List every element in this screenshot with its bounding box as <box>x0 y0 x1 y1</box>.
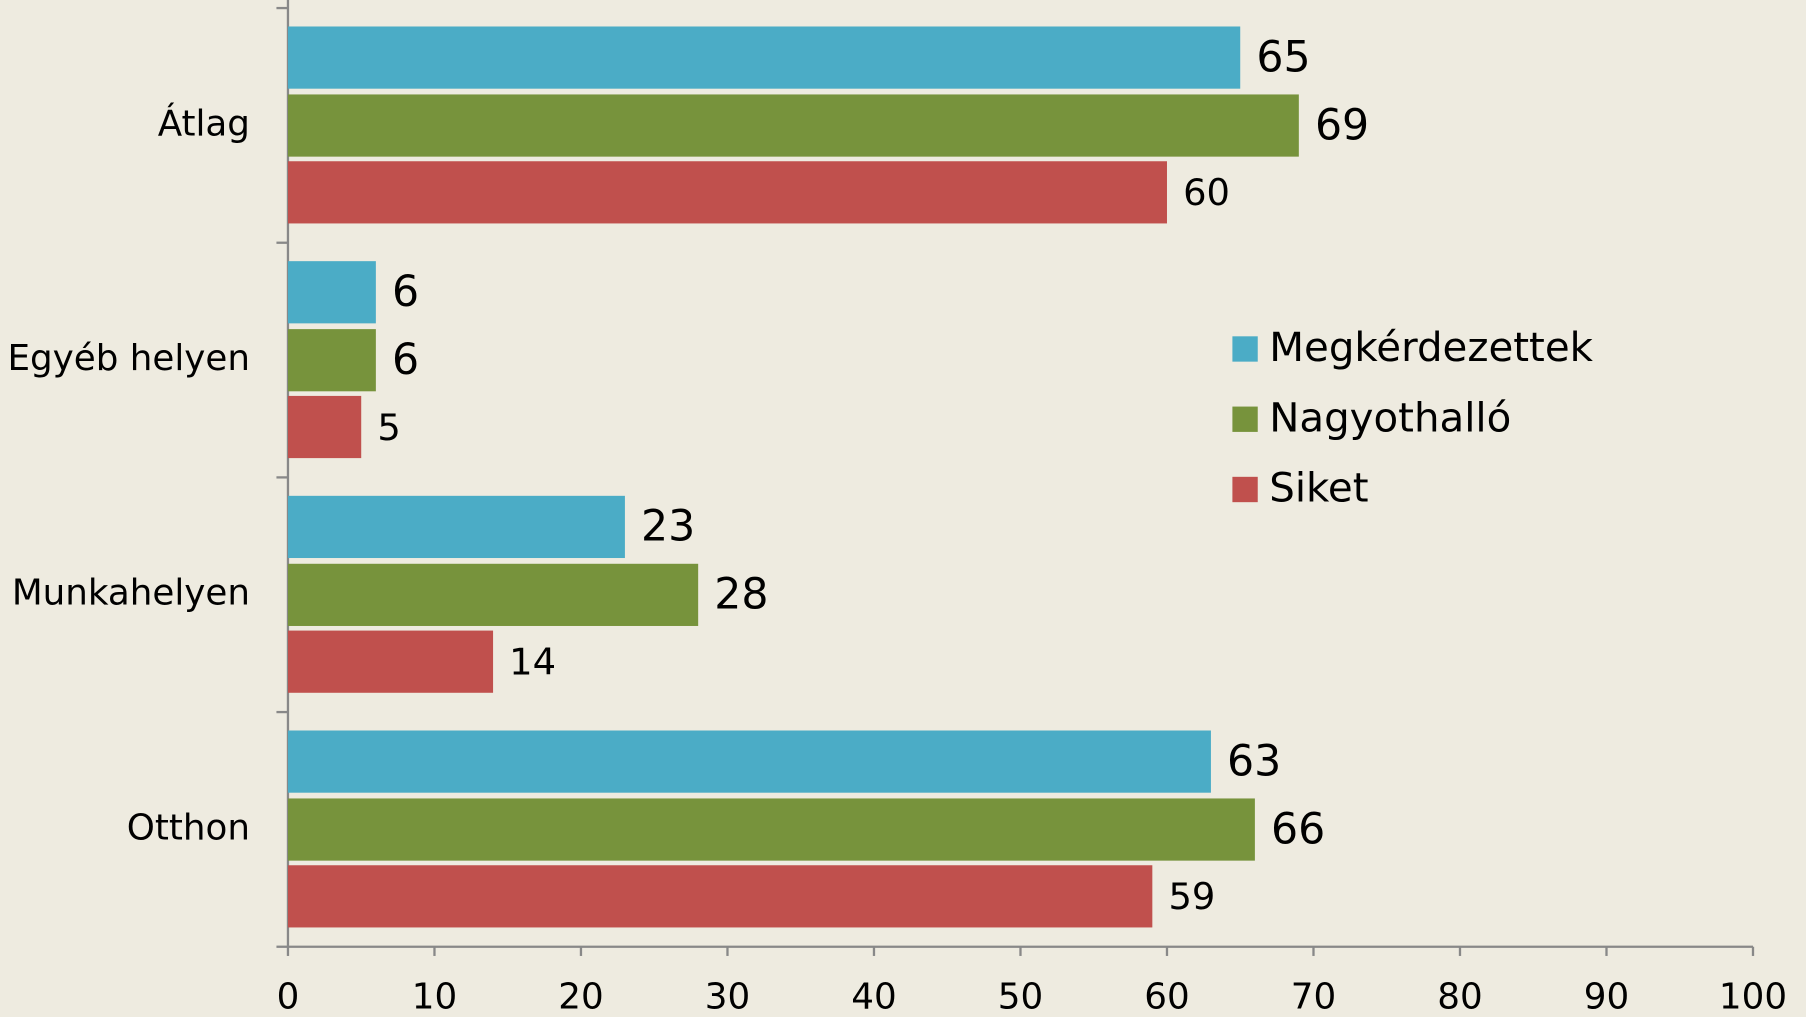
data-label: 60 <box>1183 171 1230 214</box>
legend-label: Siket <box>1269 465 1368 512</box>
bar <box>287 630 494 693</box>
bar <box>287 563 699 626</box>
x-tick-label: 10 <box>412 977 457 1017</box>
x-tick-label: 60 <box>1144 977 1189 1017</box>
bar <box>287 94 1299 157</box>
bar <box>287 329 376 392</box>
bar <box>287 261 376 324</box>
category-label: Egyéb helyen <box>7 338 249 379</box>
category-label: Átlag <box>158 102 250 144</box>
x-tick-label: 50 <box>998 977 1043 1017</box>
x-tick-label: 70 <box>1291 977 1336 1017</box>
data-label: 6 <box>392 335 419 385</box>
bar <box>287 26 1241 89</box>
x-tick-label: 80 <box>1437 977 1482 1017</box>
bar <box>287 161 1167 224</box>
data-label: 23 <box>641 502 695 552</box>
bar <box>287 730 1211 793</box>
bar <box>287 798 1255 861</box>
legend-swatch <box>1232 476 1258 503</box>
data-label: 66 <box>1271 804 1325 854</box>
bar <box>287 865 1153 928</box>
x-tick-label: 30 <box>705 977 750 1017</box>
data-label: 69 <box>1315 100 1369 150</box>
category-label: Otthon <box>127 807 250 848</box>
data-label: 5 <box>377 406 400 449</box>
data-label: 65 <box>1256 32 1310 82</box>
data-label: 6 <box>392 267 419 317</box>
x-tick-label: 40 <box>851 977 896 1017</box>
data-label: 59 <box>1168 875 1215 918</box>
legend-swatch <box>1232 336 1258 362</box>
legend-label: Nagyothalló <box>1269 394 1511 441</box>
data-label: 28 <box>714 570 768 620</box>
legend-swatch <box>1232 406 1258 432</box>
data-label: 63 <box>1227 736 1281 786</box>
category-label: Munkahelyen <box>12 573 250 614</box>
data-label: 14 <box>509 640 556 683</box>
x-tick-label: 20 <box>558 977 603 1017</box>
bar <box>287 395 362 459</box>
bar <box>287 495 625 559</box>
legend-label: Megkérdezettek <box>1269 324 1593 371</box>
x-tick-label: 100 <box>1719 977 1787 1017</box>
x-tick-label: 0 <box>277 977 300 1017</box>
x-tick-label: 90 <box>1584 977 1629 1017</box>
